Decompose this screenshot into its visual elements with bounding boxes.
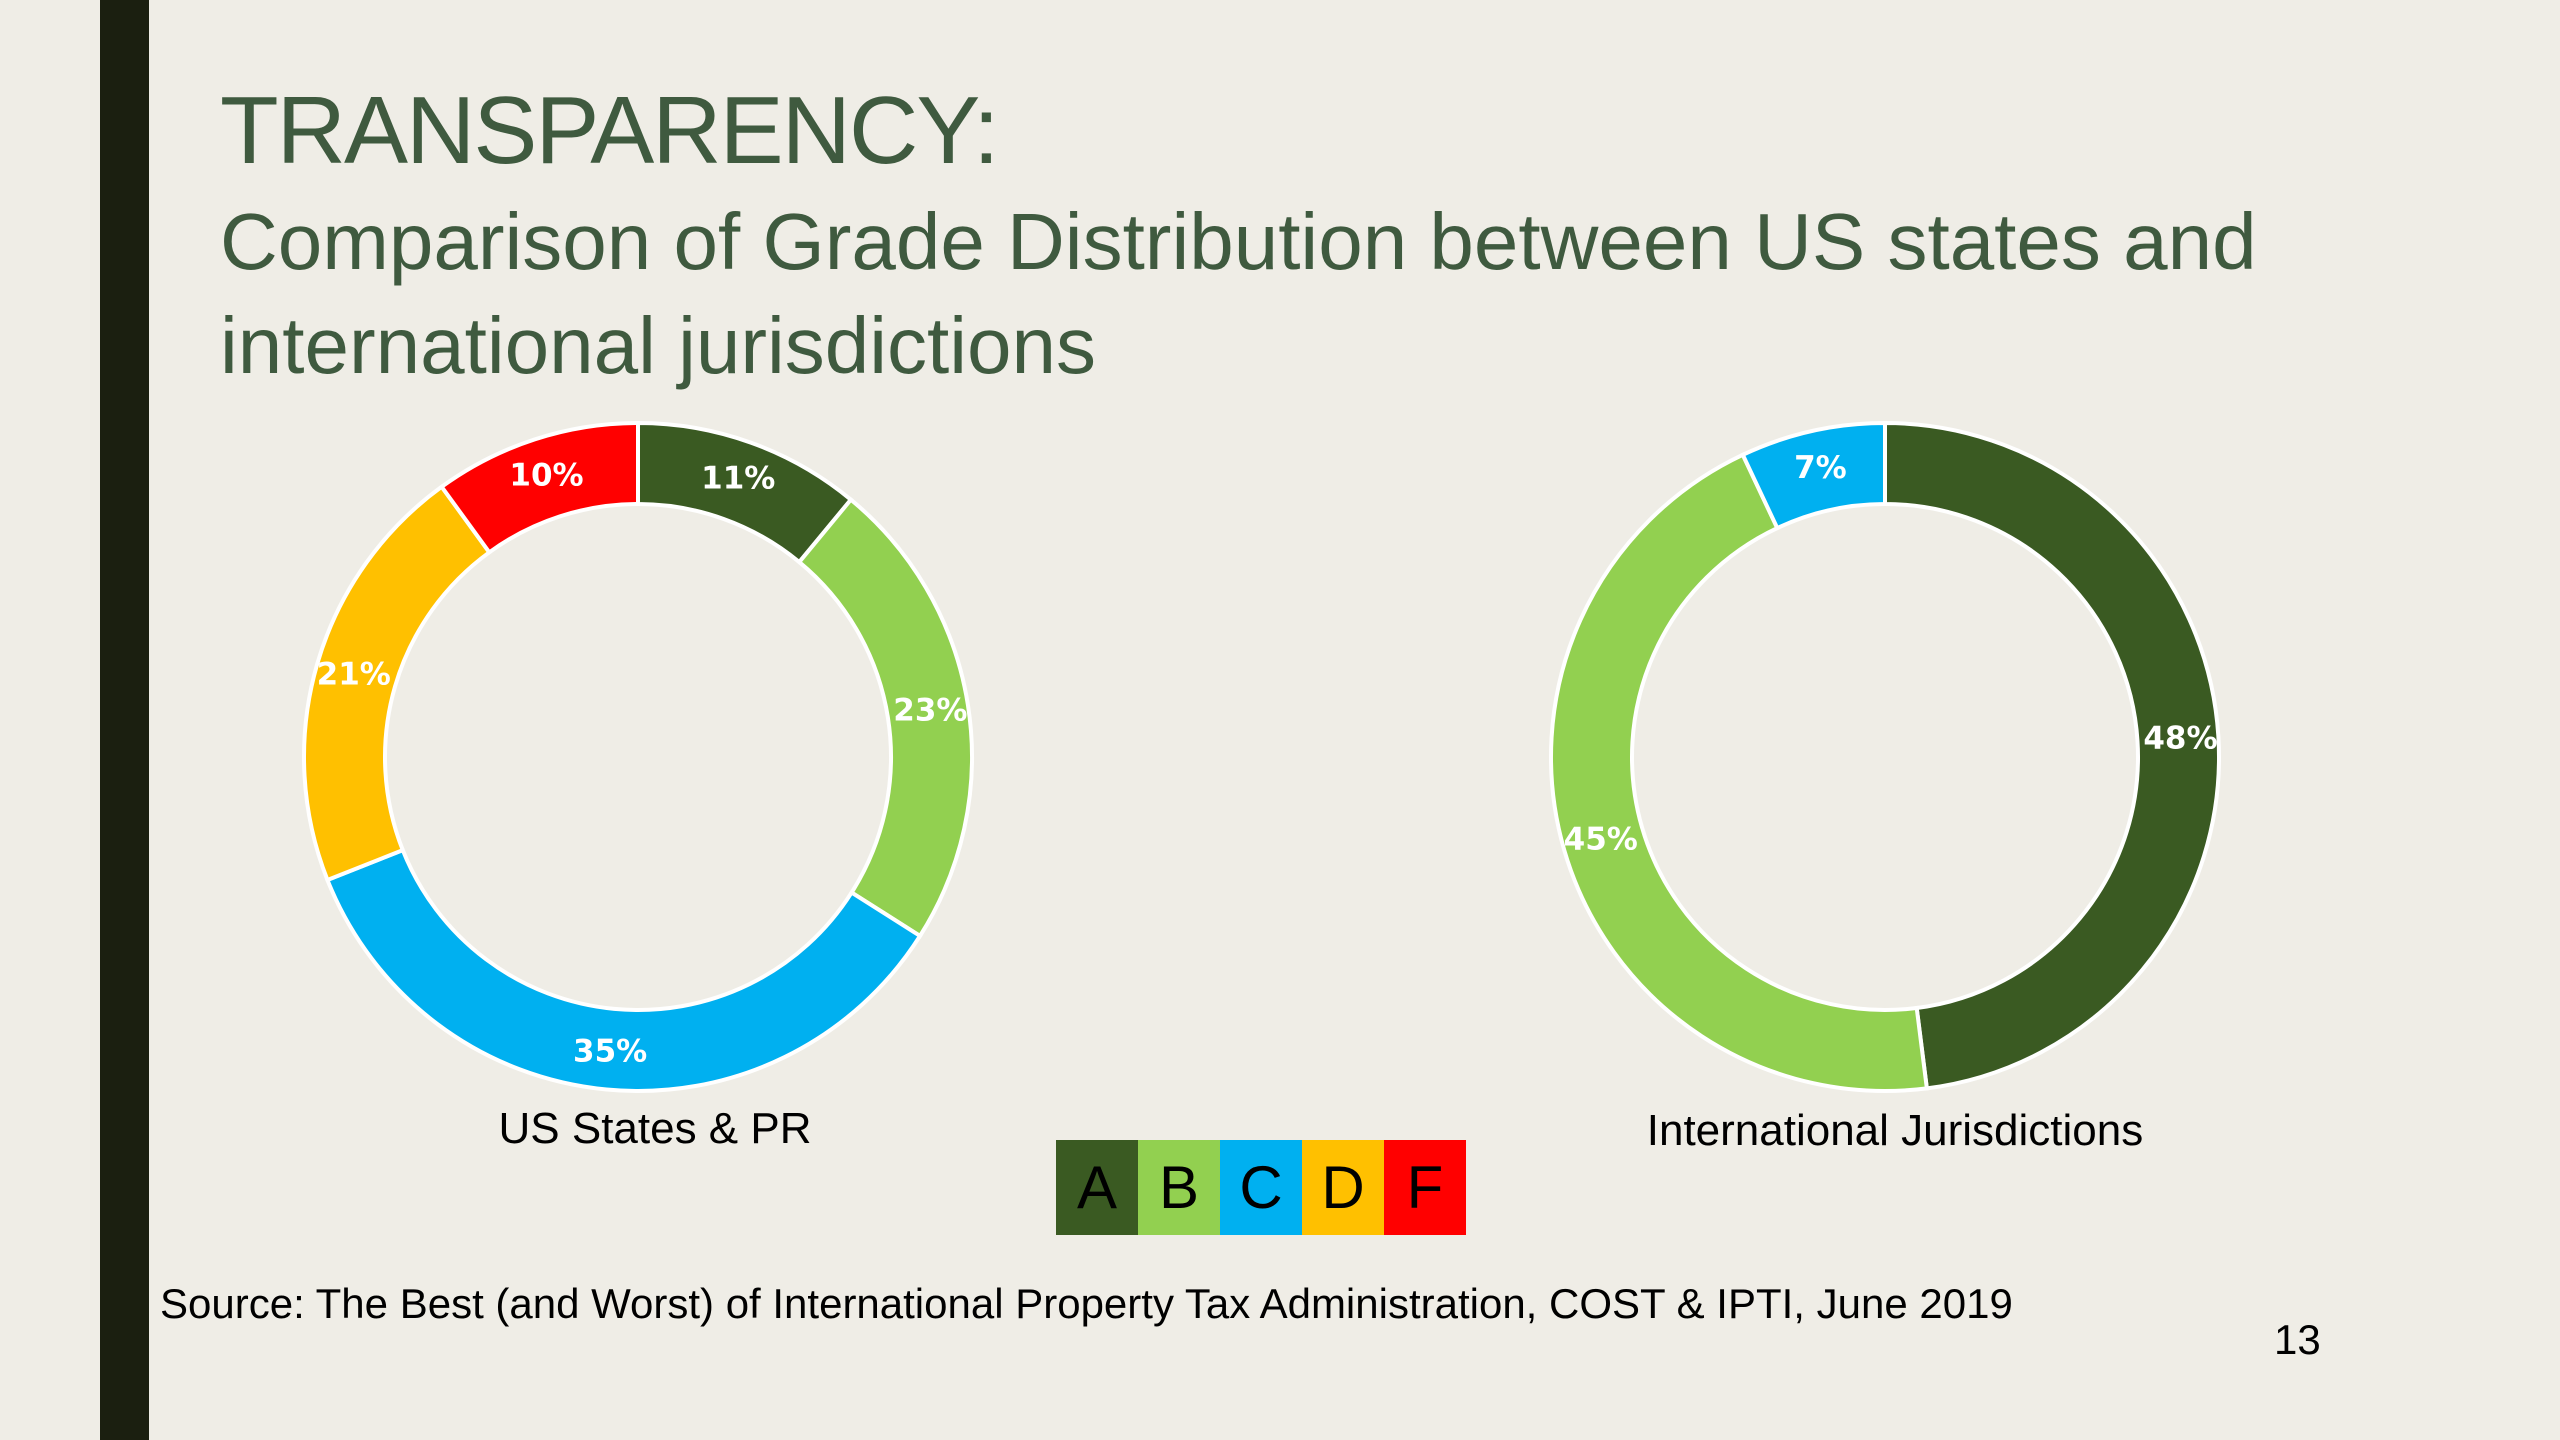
- legend-item-c: C: [1220, 1140, 1302, 1235]
- slice-value-label: 23%: [893, 693, 967, 729]
- slide-subtitle: Comparison of Grade Distribution between…: [220, 197, 2257, 390]
- legend-item-f: F: [1384, 1140, 1466, 1235]
- slide-accent-bar: [100, 0, 149, 1440]
- slice-value-label: 35%: [573, 1034, 647, 1070]
- slice-value-label: 11%: [701, 460, 775, 496]
- donut-slice-a: [1883, 420, 2222, 1091]
- slide-title: TRANSPARENCY:: [220, 77, 1000, 184]
- slice-value-label: 45%: [1564, 822, 1638, 858]
- legend-item-b: B: [1138, 1140, 1220, 1235]
- donut-slice-c: [324, 847, 923, 1093]
- donut-slice-c: [1740, 420, 1887, 531]
- slice-value-label: 10%: [509, 457, 583, 493]
- legend-item-a: A: [1056, 1140, 1138, 1235]
- slice-value-label: 48%: [2143, 720, 2217, 756]
- chart-label-international: International Jurisdictions: [1646, 1106, 2144, 1155]
- donut-slice-f: [438, 420, 640, 556]
- chart-label-us-states: US States & PR: [498, 1104, 812, 1153]
- donut-slice-b: [1549, 452, 1930, 1093]
- slice-value-label: 21%: [317, 656, 391, 692]
- donut-chart-international: 48% 45% 7%: [1549, 420, 2222, 1093]
- legend-item-d: D: [1302, 1140, 1384, 1235]
- source-citation: Source: The Best (and Worst) of Internat…: [160, 1280, 2013, 1327]
- slice-value-label: 7%: [1794, 450, 1847, 486]
- donut-chart-us-states: 11% 23% 35% 21% 10%: [302, 420, 974, 1093]
- page-number: 13: [2274, 1316, 2321, 1363]
